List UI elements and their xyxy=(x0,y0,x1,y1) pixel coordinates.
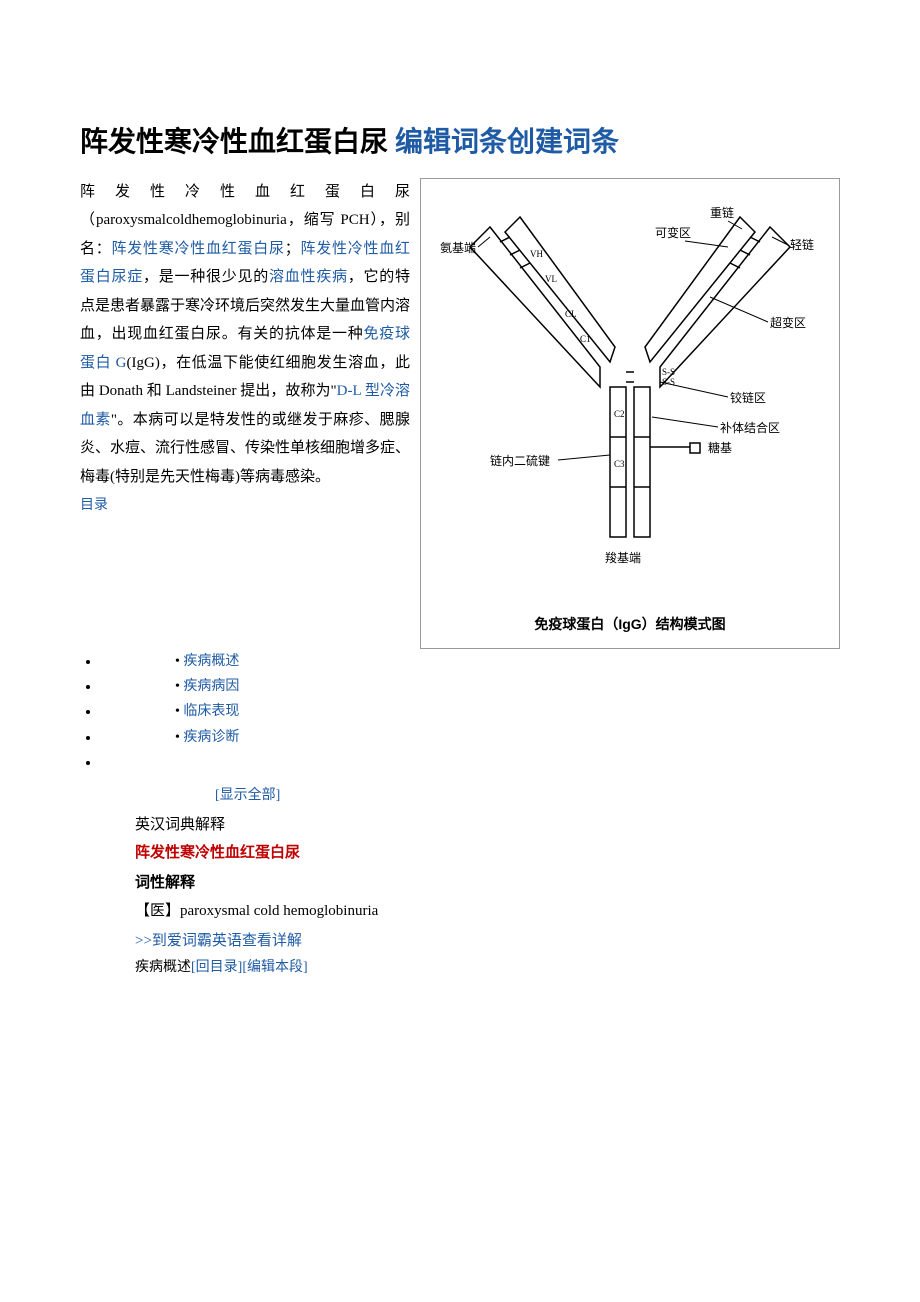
toc-item-clinical[interactable]: 临床表现 xyxy=(183,704,239,719)
intro-link-3[interactable]: 溶血性疾病 xyxy=(269,269,348,285)
igg-structure-diagram: S-S S-S 氨基端 xyxy=(429,187,831,587)
edit-entry-link[interactable]: 编辑词条 xyxy=(395,126,507,157)
toc-item-cause[interactable]: 疾病病因 xyxy=(183,679,239,694)
label-sugar: 糖基 xyxy=(708,440,732,455)
intro-link-1[interactable]: 阵发性寒冷性血红蛋白尿 xyxy=(112,241,285,257)
svg-text:CL: CL xyxy=(565,309,577,319)
svg-text:C2: C2 xyxy=(614,409,625,419)
svg-text:C1: C1 xyxy=(580,334,591,344)
label-light-chain: 轻链 xyxy=(790,237,814,252)
dict-term: 阵发性寒冷性血红蛋白尿 xyxy=(135,841,840,865)
intro-text-2: ，是一种很少见的 xyxy=(143,269,269,285)
title-main: 阵发性寒冷性血红蛋白尿 xyxy=(80,126,388,157)
label-amino: 氨基端 xyxy=(440,241,476,255)
section-nav: 疾病概述[回目录][编辑本段] xyxy=(135,957,840,979)
label-carboxyl: 羧基端 xyxy=(605,550,641,565)
toc-item-diagnosis[interactable]: 疾病诊断 xyxy=(183,730,239,745)
diagram-caption: 免疫球蛋白（IgG）结构模式图 xyxy=(429,613,831,635)
dictionary-section: 英汉词典解释 阵发性寒冷性血红蛋白尿 词性解释 【医】paroxysmal co… xyxy=(135,813,840,979)
label-variable: 可变区 xyxy=(655,225,691,240)
list-item: • 疾病诊断 xyxy=(100,727,840,749)
label-disulfide: 链内二硫键 xyxy=(490,453,550,468)
dict-header: 英汉词典解释 xyxy=(135,813,840,837)
dict-link-iciba[interactable]: >>到爱词霸英语查看详解 xyxy=(135,929,840,953)
section-title: 疾病概述 xyxy=(135,960,191,975)
list-item: • 疾病病因 xyxy=(100,676,840,698)
label-heavy-chain: 重链 xyxy=(710,205,734,220)
svg-text:VH: VH xyxy=(530,249,543,259)
intro-text-5: "。本病可以是特发性的或继发于麻疹、腮腺炎、水痘、流行性感冒、传染性单核细胞增多… xyxy=(80,412,410,485)
back-to-toc-link[interactable]: [回目录] xyxy=(191,960,242,975)
create-entry-link[interactable]: 创建词条 xyxy=(507,126,619,157)
label-hypervariable: 超变区 xyxy=(770,315,806,330)
edit-section-link[interactable]: [编辑本段] xyxy=(242,960,307,975)
diagram-box: S-S S-S 氨基端 xyxy=(420,178,840,649)
list-item xyxy=(100,752,840,774)
dict-subheader: 词性解释 xyxy=(135,871,840,895)
svg-text:S-S: S-S xyxy=(662,377,675,387)
label-hinge: 铰链区 xyxy=(730,390,766,405)
list-item: • 临床表现 xyxy=(100,701,840,723)
dict-explain: 【医】paroxysmal cold hemoglobinuria xyxy=(135,899,840,923)
list-item: • 疾病概述 xyxy=(100,651,840,673)
svg-text:S-S: S-S xyxy=(662,367,675,377)
show-all-link[interactable]: [显示全部] xyxy=(215,785,840,807)
svg-text:VL: VL xyxy=(545,274,557,284)
label-complement: 补体结合区 xyxy=(720,420,780,435)
toc-list: • 疾病概述 • 疾病病因 • 临床表现 • 疾病诊断 xyxy=(80,651,840,775)
page-title: 阵发性寒冷性血红蛋白尿 编辑词条创建词条 xyxy=(80,120,840,166)
svg-text:C3: C3 xyxy=(614,459,625,469)
toc-item-overview[interactable]: 疾病概述 xyxy=(183,654,239,669)
intro-sep-1: ； xyxy=(285,241,300,257)
